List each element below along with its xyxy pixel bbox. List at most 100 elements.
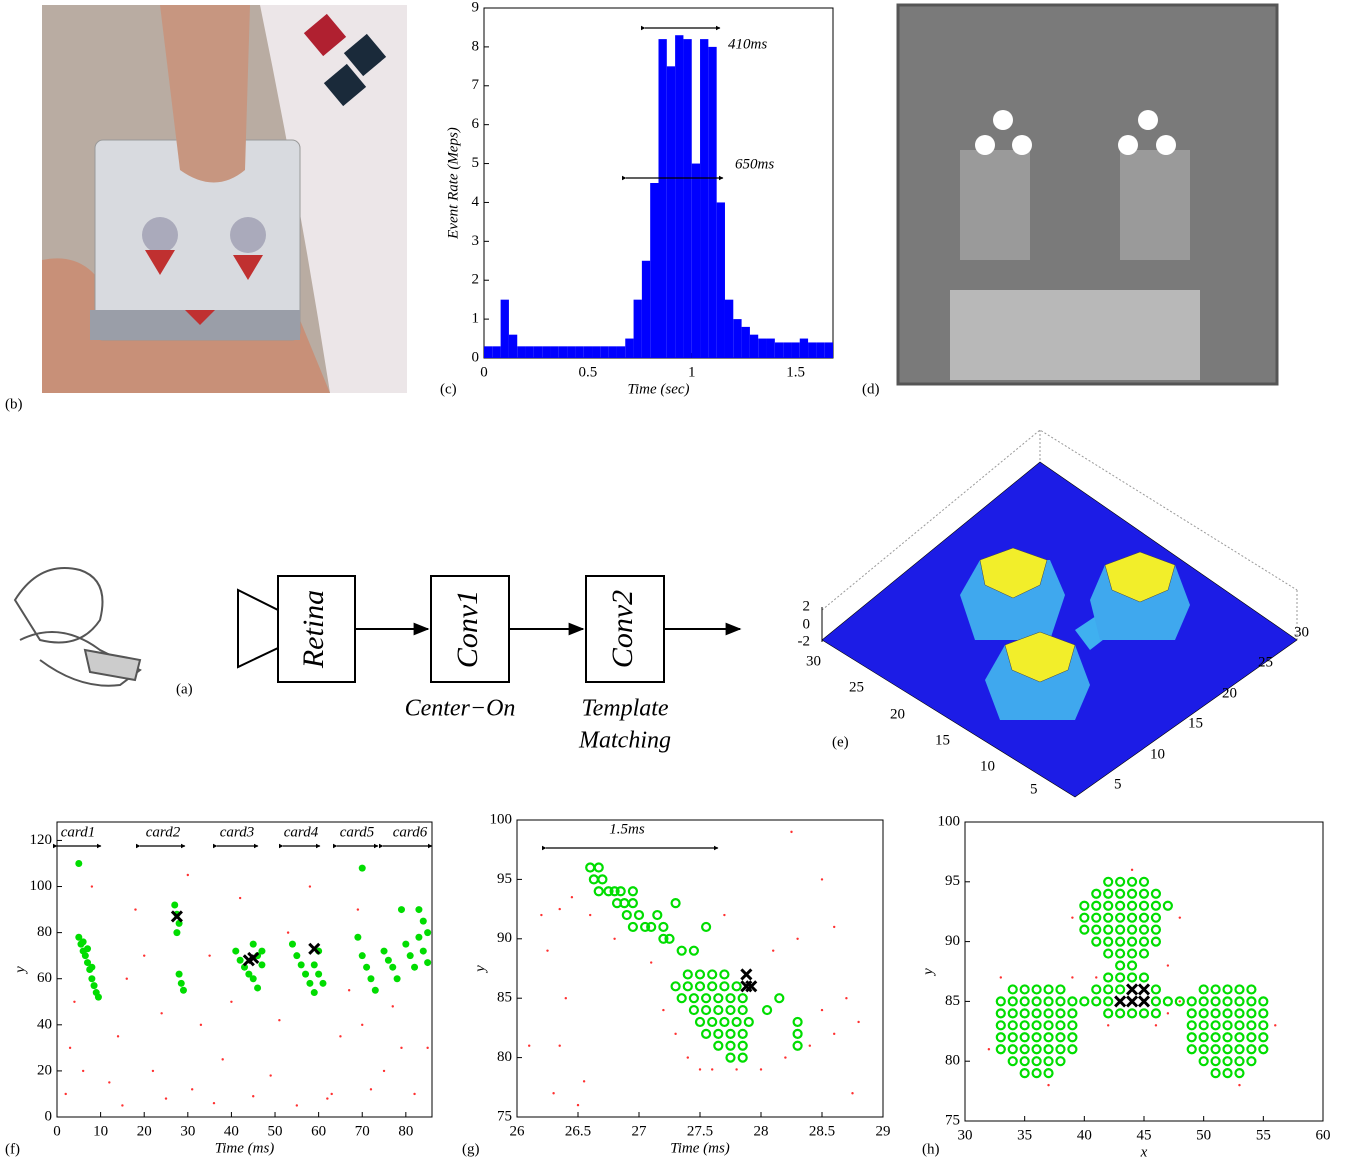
x-tick-label: 55 — [1256, 1127, 1271, 1143]
event-dot — [988, 1048, 990, 1050]
event-dot — [833, 1033, 835, 1035]
detection — [254, 984, 261, 991]
bar — [808, 342, 816, 358]
y-tick-label: 6 — [472, 116, 480, 132]
event-dot — [1071, 976, 1073, 978]
event-dot — [1167, 1012, 1169, 1014]
bar — [825, 342, 833, 358]
bar — [708, 47, 716, 358]
panel-label: (d) — [862, 381, 880, 397]
detection — [354, 934, 361, 941]
event-dot — [143, 954, 145, 956]
detection — [176, 971, 183, 978]
detection — [173, 929, 180, 936]
event-dot — [1274, 1024, 1276, 1026]
detection — [306, 980, 313, 987]
event-dot — [357, 908, 359, 910]
event-dot — [1238, 1084, 1240, 1086]
event-dot — [1095, 976, 1097, 978]
y-tick-label: 120 — [30, 832, 53, 848]
detection — [394, 975, 401, 982]
y-tick-label: 3 — [472, 233, 480, 249]
y-tick-label: 2 — [472, 272, 480, 288]
bar — [509, 335, 517, 358]
block-label: Retina — [297, 590, 330, 669]
plot-frame — [965, 822, 1323, 1121]
plot-frame — [517, 820, 883, 1117]
x-tick-label: 30 — [958, 1127, 973, 1143]
event-dot — [252, 1095, 254, 1097]
y-tick-label: 15 — [935, 732, 950, 748]
event-dot — [73, 1001, 75, 1003]
bar — [742, 327, 750, 358]
y-tick-label: 8 — [472, 38, 480, 54]
x-tick-label: 27 — [632, 1123, 648, 1139]
y-tick-label: 1 — [472, 311, 480, 327]
event-image — [898, 5, 1277, 384]
detection — [311, 961, 318, 968]
annotation: card2 — [146, 824, 181, 840]
event-dot — [723, 914, 725, 916]
detection — [84, 945, 91, 952]
detection — [415, 906, 422, 913]
event-dot — [662, 1009, 664, 1011]
event-dot — [326, 1097, 328, 1099]
event-dot — [187, 874, 189, 876]
hand-sketch — [15, 568, 140, 686]
bar — [575, 346, 583, 358]
detection — [402, 941, 409, 948]
x-tick-label: 60 — [311, 1123, 326, 1139]
y-tick-label: 95 — [497, 871, 512, 887]
block-label: Conv1 — [451, 590, 484, 668]
event-dot — [809, 1045, 811, 1047]
detection — [75, 860, 82, 867]
detection — [407, 952, 414, 959]
event-dot — [1179, 1000, 1181, 1002]
event-dot — [790, 831, 792, 833]
detection — [250, 941, 257, 948]
y-tick-label: 75 — [497, 1108, 512, 1124]
detection — [385, 957, 392, 964]
detection — [359, 952, 366, 959]
block-label: Conv2 — [606, 590, 639, 668]
event-dot — [287, 931, 289, 933]
event-dot — [426, 1047, 428, 1049]
bar — [725, 300, 733, 358]
panel-label: (e) — [832, 734, 849, 750]
bar — [501, 300, 509, 358]
y-tick-label: 30 — [806, 653, 821, 669]
y-axis-label: y — [920, 968, 936, 977]
event-dot — [121, 1104, 123, 1106]
y-tick-label: 9 — [472, 0, 480, 15]
detection — [398, 906, 405, 913]
event-dot — [833, 926, 835, 928]
bar — [625, 339, 633, 358]
x-tick-label: 1.5 — [786, 364, 805, 380]
x-tick-label: 0 — [53, 1123, 61, 1139]
event-dot — [857, 1021, 859, 1023]
detection — [232, 948, 239, 955]
event-dot — [540, 914, 542, 916]
y-tick-label: 0 — [472, 349, 480, 365]
x-axis-label: Time (ms) — [670, 1140, 730, 1156]
event-dot — [165, 1097, 167, 1099]
y-tick-label: 80 — [945, 1053, 960, 1069]
y-tick-label: 0 — [45, 1108, 53, 1124]
caption: Matching — [578, 728, 671, 754]
detection — [415, 934, 422, 941]
bar — [692, 164, 700, 358]
x-tick-label: 20 — [1222, 685, 1237, 701]
detection — [258, 948, 265, 955]
y-tick-label: 20 — [37, 1062, 52, 1078]
x-tick-label: 28.5 — [809, 1123, 835, 1139]
bar — [592, 346, 600, 358]
y-tick-label: 100 — [30, 878, 53, 894]
z-tick-label: 0 — [803, 616, 811, 632]
x-tick-label: 29 — [876, 1123, 891, 1139]
event-dot — [400, 1047, 402, 1049]
event-dot — [1071, 916, 1073, 918]
bar — [642, 261, 650, 358]
y-tick-label: 25 — [849, 679, 864, 695]
surface-plot — [822, 430, 1297, 797]
event-dot — [674, 1033, 676, 1035]
